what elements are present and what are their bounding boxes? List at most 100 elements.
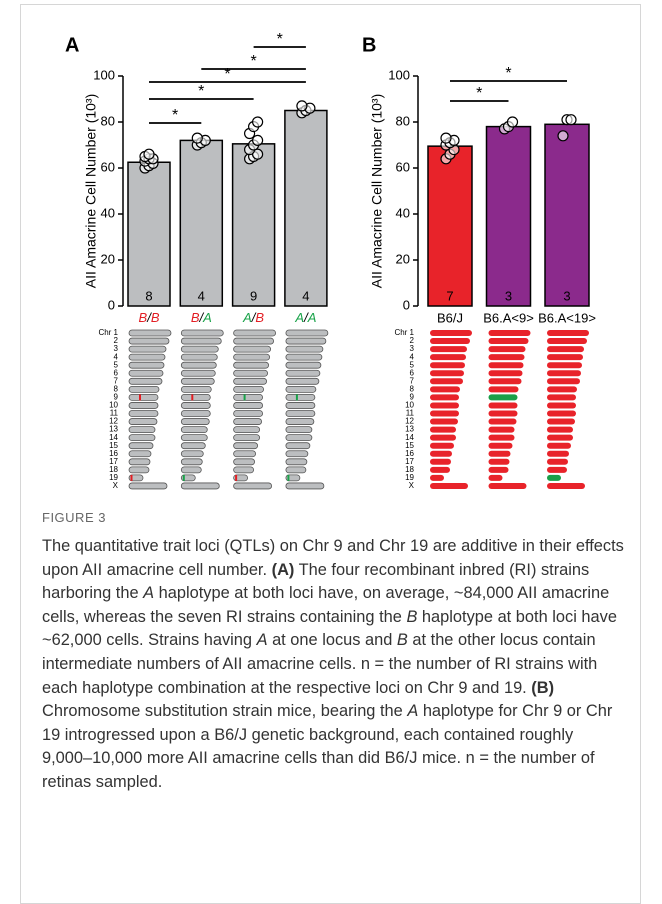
y-tick-label: 100 [388, 67, 410, 82]
caption-run: A [143, 584, 154, 602]
chromosome [234, 467, 254, 473]
chromosome [234, 338, 274, 344]
data-point [508, 117, 518, 127]
chromosome [129, 467, 149, 473]
chromosome [181, 483, 219, 489]
chromosome [430, 402, 459, 408]
chromosome [234, 483, 272, 489]
chromosome [286, 419, 314, 425]
chromosome [286, 459, 307, 465]
n-label: 4 [198, 288, 205, 303]
chromosome [234, 411, 263, 417]
y-tick-label: 40 [396, 205, 410, 220]
chromosome [489, 443, 513, 449]
chromosome [286, 330, 328, 336]
chromosome [129, 402, 158, 408]
chromosome [181, 378, 214, 384]
chromosome [489, 459, 510, 465]
locus-marker [235, 475, 237, 481]
chromosome [129, 435, 155, 441]
data-point [558, 131, 568, 141]
chromosome [234, 451, 256, 457]
chromosome [430, 338, 470, 344]
n-label: 7 [446, 288, 453, 303]
chromosome [129, 370, 163, 376]
chromosome [547, 370, 581, 376]
chromosome [129, 427, 155, 433]
y-tick-label: 20 [101, 251, 115, 266]
chromosome [129, 419, 157, 425]
chromosome [286, 435, 312, 441]
x-tick-label: B6.A<9> [483, 310, 534, 325]
data-point [192, 133, 202, 143]
x-tick-label: A/B [242, 310, 264, 325]
chromosome [286, 370, 320, 376]
n-label: 9 [250, 288, 257, 303]
chromosome [547, 386, 577, 392]
chromosome [430, 330, 472, 336]
y-tick-label: 60 [396, 159, 410, 174]
chromosome [286, 451, 308, 457]
chromosome [489, 370, 523, 376]
y-tick-label: 60 [101, 159, 115, 174]
locus-marker [183, 475, 185, 481]
chromosome [129, 330, 171, 336]
chromosome [286, 378, 319, 384]
caption: FIGURE 3 The quantitative trait loci (QT… [42, 510, 627, 795]
bar [285, 111, 327, 307]
significance-label: * [277, 31, 283, 48]
y-tick-label: 0 [403, 297, 410, 312]
locus-marker [244, 394, 246, 400]
chromosome [489, 378, 522, 384]
chromosome [547, 435, 573, 441]
chromosome [129, 451, 151, 457]
n-label: 8 [145, 288, 152, 303]
x-tick-label: B/A [191, 310, 212, 325]
chromosome [547, 483, 585, 489]
caption-run: B [406, 608, 417, 626]
x-tick-label: B/B [139, 310, 160, 325]
data-point [297, 101, 307, 111]
chromosome [547, 467, 567, 473]
chromosome [430, 378, 463, 384]
data-point [566, 115, 576, 125]
chromosome [286, 386, 316, 392]
significance-label: * [505, 65, 511, 82]
chromosome [234, 394, 263, 400]
chromosome [430, 475, 444, 481]
chromosome [430, 370, 464, 376]
chromosome [181, 467, 201, 473]
chromosome [286, 427, 312, 433]
chromosome [489, 394, 518, 400]
chromosome [547, 443, 571, 449]
chromosome [489, 362, 524, 368]
figure: AAII Amacrine Cell Number (10³)020406080… [0, 0, 662, 505]
chromosome [547, 427, 573, 433]
chromosome [430, 451, 452, 457]
chromosome [129, 411, 158, 417]
bar [487, 127, 531, 306]
chromosome [234, 346, 271, 352]
chromosome [489, 386, 519, 392]
locus-marker [287, 475, 289, 481]
chromosome [286, 346, 323, 352]
chromosome [547, 378, 580, 384]
chromosome [489, 330, 531, 336]
chromosome [489, 435, 515, 441]
chromosome [234, 459, 255, 465]
chromosome [234, 427, 260, 433]
x-tick-label: B6/J [437, 310, 463, 325]
y-axis-title: AII Amacrine Cell Number (10³) [369, 94, 385, 289]
chromosome [547, 419, 575, 425]
locus-marker [139, 394, 141, 400]
locus-marker [296, 394, 298, 400]
chromosome [181, 459, 202, 465]
caption-label: FIGURE 3 [42, 510, 627, 525]
y-tick-label: 20 [396, 251, 410, 266]
x-tick-label: A/A [294, 310, 316, 325]
chromosome [129, 354, 165, 360]
panel-label: A [65, 34, 79, 56]
caption-run: B [397, 631, 408, 649]
significance-label: * [198, 83, 204, 100]
